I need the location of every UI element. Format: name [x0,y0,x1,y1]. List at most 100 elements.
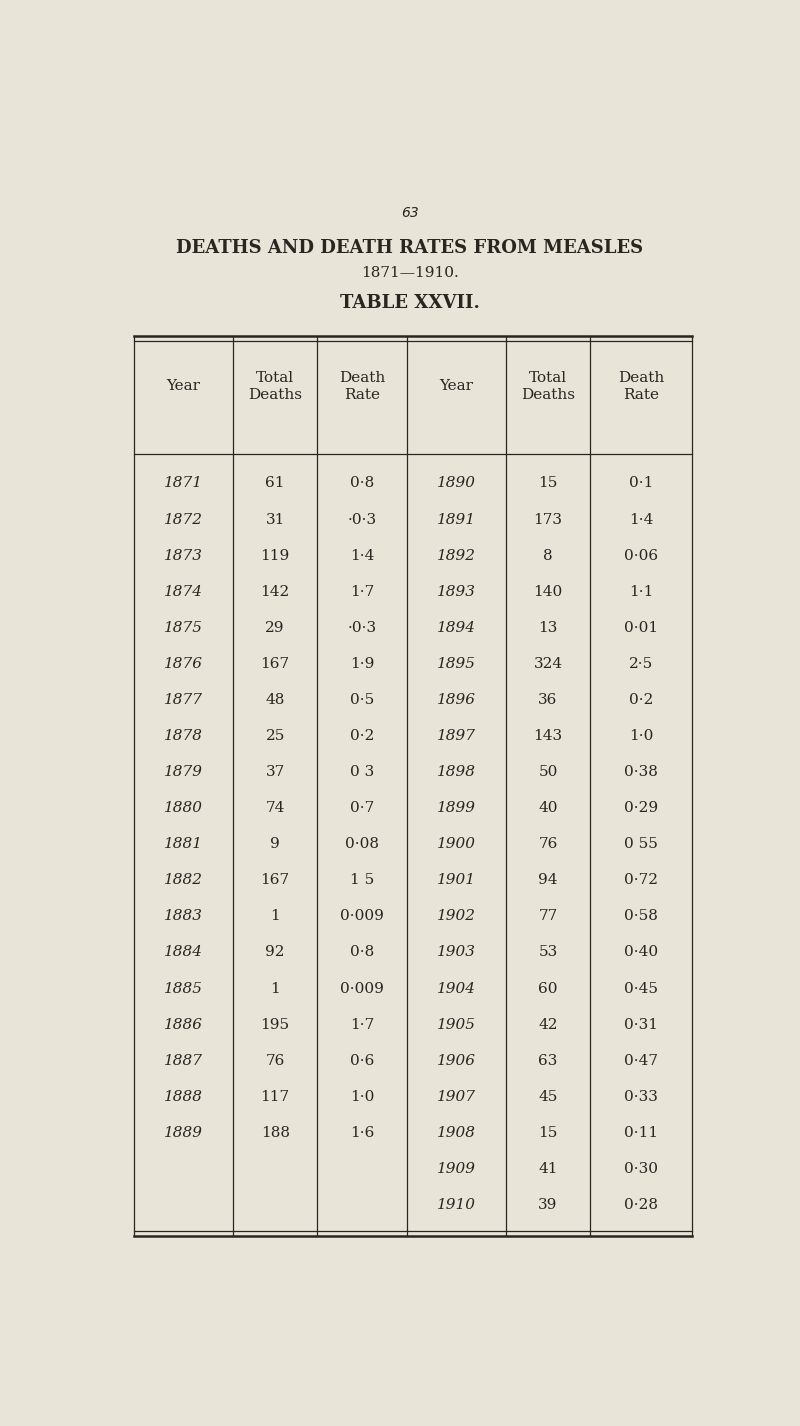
Text: 0·40: 0·40 [624,945,658,960]
Text: 173: 173 [534,512,562,526]
Text: 1909: 1909 [437,1162,476,1176]
Text: 94: 94 [538,873,558,887]
Text: 0·2: 0·2 [350,729,374,743]
Text: 1: 1 [270,981,280,995]
Text: 1875: 1875 [164,620,203,635]
Text: 1·0: 1·0 [350,1089,374,1104]
Text: 1901: 1901 [437,873,476,887]
Text: 1·7: 1·7 [350,585,374,599]
Text: 1 5: 1 5 [350,873,374,887]
Text: 0·6: 0·6 [350,1054,374,1068]
Text: 48: 48 [266,693,285,707]
Text: 1871—1910.: 1871—1910. [361,265,459,279]
Text: 60: 60 [538,981,558,995]
Text: 0·33: 0·33 [624,1089,658,1104]
Text: 25: 25 [266,729,285,743]
Text: 188: 188 [261,1127,290,1139]
Text: 1897: 1897 [437,729,476,743]
Text: 1885: 1885 [164,981,203,995]
Text: Year: Year [439,379,474,394]
Text: 1·4: 1·4 [350,549,374,563]
Text: 1907: 1907 [437,1089,476,1104]
Text: 1899: 1899 [437,801,476,816]
Text: 0·58: 0·58 [624,910,658,924]
Text: 0 55: 0 55 [624,837,658,851]
Text: 1892: 1892 [437,549,476,563]
Text: 0·1: 0·1 [629,476,653,491]
Text: 1904: 1904 [437,981,476,995]
Text: ·0·3: ·0·3 [347,620,377,635]
Text: 1878: 1878 [164,729,203,743]
Text: Death
Rate: Death Rate [618,371,664,402]
Text: 1886: 1886 [164,1018,203,1031]
Text: 143: 143 [534,729,562,743]
Text: 1879: 1879 [164,766,203,779]
Text: 1877: 1877 [164,693,203,707]
Text: 37: 37 [266,766,285,779]
Text: 0·009: 0·009 [340,981,384,995]
Text: 74: 74 [266,801,285,816]
Text: 0·5: 0·5 [350,693,374,707]
Text: 0·30: 0·30 [624,1162,658,1176]
Text: Year: Year [166,379,201,394]
Text: 50: 50 [538,766,558,779]
Text: 0·11: 0·11 [624,1127,658,1139]
Text: 0·8: 0·8 [350,945,374,960]
Text: 1889: 1889 [164,1127,203,1139]
Text: 41: 41 [538,1162,558,1176]
Text: 167: 167 [261,657,290,670]
Text: 1876: 1876 [164,657,203,670]
Text: 0·01: 0·01 [624,620,658,635]
Text: 0 3: 0 3 [350,766,374,779]
Text: 0·45: 0·45 [624,981,658,995]
Text: 1896: 1896 [437,693,476,707]
Text: 61: 61 [266,476,285,491]
Text: 31: 31 [266,512,285,526]
Text: 324: 324 [534,657,562,670]
Text: 13: 13 [538,620,558,635]
Text: 0·06: 0·06 [624,549,658,563]
Text: 8: 8 [543,549,553,563]
Text: 36: 36 [538,693,558,707]
Text: 1902: 1902 [437,910,476,924]
Text: 0·72: 0·72 [624,873,658,887]
Text: 1888: 1888 [164,1089,203,1104]
Text: 92: 92 [266,945,285,960]
Text: 53: 53 [538,945,558,960]
Text: 1893: 1893 [437,585,476,599]
Text: 1881: 1881 [164,837,203,851]
Text: 42: 42 [538,1018,558,1031]
Text: 76: 76 [538,837,558,851]
Text: 1903: 1903 [437,945,476,960]
Text: 119: 119 [261,549,290,563]
Text: 9: 9 [270,837,280,851]
Text: 1905: 1905 [437,1018,476,1031]
Text: 15: 15 [538,1127,558,1139]
Text: 0·31: 0·31 [624,1018,658,1031]
Text: 1882: 1882 [164,873,203,887]
Text: 0·28: 0·28 [624,1198,658,1212]
Text: 0·47: 0·47 [624,1054,658,1068]
Text: TABLE XXVII.: TABLE XXVII. [340,294,480,312]
Text: 142: 142 [261,585,290,599]
Text: 0·08: 0·08 [345,837,379,851]
Text: 1887: 1887 [164,1054,203,1068]
Text: 29: 29 [266,620,285,635]
Text: 1880: 1880 [164,801,203,816]
Text: 63: 63 [538,1054,558,1068]
Text: 1873: 1873 [164,549,203,563]
Text: 1·1: 1·1 [629,585,653,599]
Text: Total
Deaths: Total Deaths [521,371,575,402]
Text: 1895: 1895 [437,657,476,670]
Text: 2·5: 2·5 [629,657,653,670]
Text: 1906: 1906 [437,1054,476,1068]
Text: 63: 63 [401,207,419,220]
Text: 0·38: 0·38 [624,766,658,779]
Text: 76: 76 [266,1054,285,1068]
Text: 1883: 1883 [164,910,203,924]
Text: 1891: 1891 [437,512,476,526]
Text: 0·8: 0·8 [350,476,374,491]
Text: 1890: 1890 [437,476,476,491]
Text: DEATHS AND DEATH RATES FROM MEASLES: DEATHS AND DEATH RATES FROM MEASLES [177,240,643,257]
Text: 1894: 1894 [437,620,476,635]
